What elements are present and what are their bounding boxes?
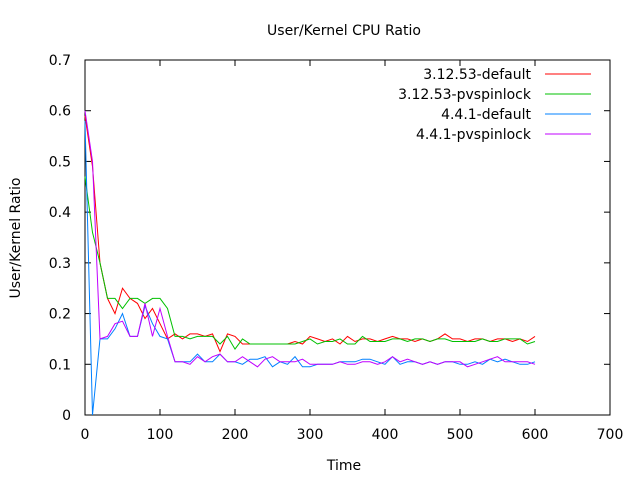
chart-title: User/Kernel CPU Ratio	[267, 23, 421, 39]
x-tick-label: 600	[522, 427, 549, 443]
x-tick-label: 500	[447, 427, 474, 443]
series-line-3.12.53-default	[84, 115, 536, 353]
x-tick-label: 400	[372, 427, 399, 443]
x-axis-label: Time	[326, 458, 361, 474]
series-line-4.4.1-pvspinlock	[84, 110, 536, 368]
legend-label: 4.4.1-default	[441, 107, 531, 123]
x-tick-label: 300	[297, 427, 324, 443]
y-tick-label: 0.5	[49, 154, 71, 170]
y-axis: 0 0.1 0.2 0.3 0.4 0.5 0.6 0.7	[49, 53, 610, 424]
x-axis: 0 100 200 300 400 500 600 700	[81, 60, 624, 443]
series-line-4.4.1-default	[84, 120, 536, 416]
legend-label: 4.4.1-pvspinlock	[416, 127, 532, 143]
x-tick-label: 200	[222, 427, 249, 443]
plot-area-frame	[84, 59, 611, 416]
x-tick-label: 700	[597, 427, 624, 443]
y-axis-label: User/Kernel Ratio	[8, 177, 24, 298]
y-tick-label: 0.6	[49, 104, 71, 120]
y-tick-label: 0.3	[49, 256, 71, 272]
series-layer	[84, 110, 536, 416]
y-tick-label: 0	[62, 408, 71, 424]
legend-label: 3.12.53-pvspinlock	[398, 87, 532, 103]
series-line-3.12.53-pvspinlock	[84, 176, 536, 351]
y-tick-label: 0.1	[49, 357, 71, 373]
legend-label: 3.12.53-default	[423, 67, 531, 83]
x-tick-label: 0	[81, 427, 90, 443]
x-tick-label: 100	[147, 427, 174, 443]
y-tick-label: 0.7	[49, 53, 71, 69]
legend: 3.12.53-default 3.12.53-pvspinlock 4.4.1-d…	[398, 67, 591, 143]
y-tick-label: 0.2	[49, 307, 71, 323]
y-tick-label: 0.4	[49, 205, 71, 221]
